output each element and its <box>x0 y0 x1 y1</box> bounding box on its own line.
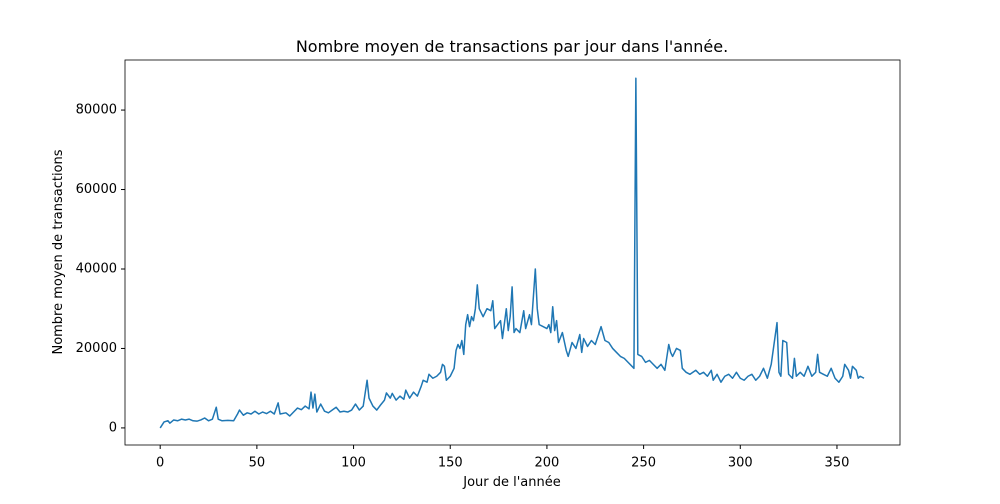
y-axis-label: Nombre moyen de transactions <box>51 149 66 354</box>
x-axis-label: Jour de l'année <box>462 475 561 490</box>
plot-frame <box>124 59 901 446</box>
x-tick-label: 350 <box>825 456 850 471</box>
y-tick-label: 60000 <box>76 182 117 197</box>
x-tick-label: 250 <box>631 456 656 471</box>
y-tick-label: 0 <box>109 420 117 435</box>
y-tick-label: 40000 <box>76 261 117 276</box>
x-tick-label: 300 <box>728 456 753 471</box>
y-tick-label: 80000 <box>76 103 117 118</box>
x-tick-label: 50 <box>249 456 266 471</box>
x-tick-label: 150 <box>438 456 463 471</box>
x-tick-label: 100 <box>341 456 366 471</box>
y-tick-label: 20000 <box>76 341 117 356</box>
chart-title: Nombre moyen de transactions par jour da… <box>296 37 728 56</box>
x-tick-label: 0 <box>156 456 164 471</box>
data-line <box>159 77 865 429</box>
x-tick-label: 200 <box>535 456 560 471</box>
